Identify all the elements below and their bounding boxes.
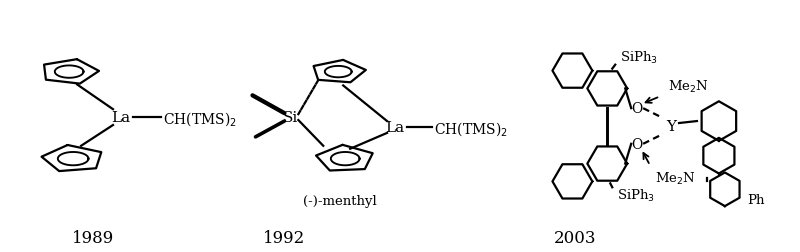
Text: 1989: 1989 xyxy=(72,229,114,246)
Text: Me$_2$N: Me$_2$N xyxy=(655,171,696,187)
Text: 1992: 1992 xyxy=(263,229,306,246)
Text: Y: Y xyxy=(666,119,676,134)
Text: CH(TMS)$_2$: CH(TMS)$_2$ xyxy=(163,110,237,128)
Text: (-)-menthyl: (-)-menthyl xyxy=(303,194,377,207)
Text: Ph: Ph xyxy=(746,193,764,206)
Text: La: La xyxy=(385,120,404,135)
Text: O: O xyxy=(631,102,642,116)
Text: Me$_2$N: Me$_2$N xyxy=(668,79,709,95)
Text: CH(TMS)$_2$: CH(TMS)$_2$ xyxy=(434,120,508,137)
Text: SiPh$_3$: SiPh$_3$ xyxy=(618,187,655,203)
Text: O: O xyxy=(631,137,642,151)
Text: La: La xyxy=(111,111,130,124)
Text: Si: Si xyxy=(282,111,298,124)
Text: SiPh$_3$: SiPh$_3$ xyxy=(620,49,658,66)
Text: 2003: 2003 xyxy=(554,229,597,246)
